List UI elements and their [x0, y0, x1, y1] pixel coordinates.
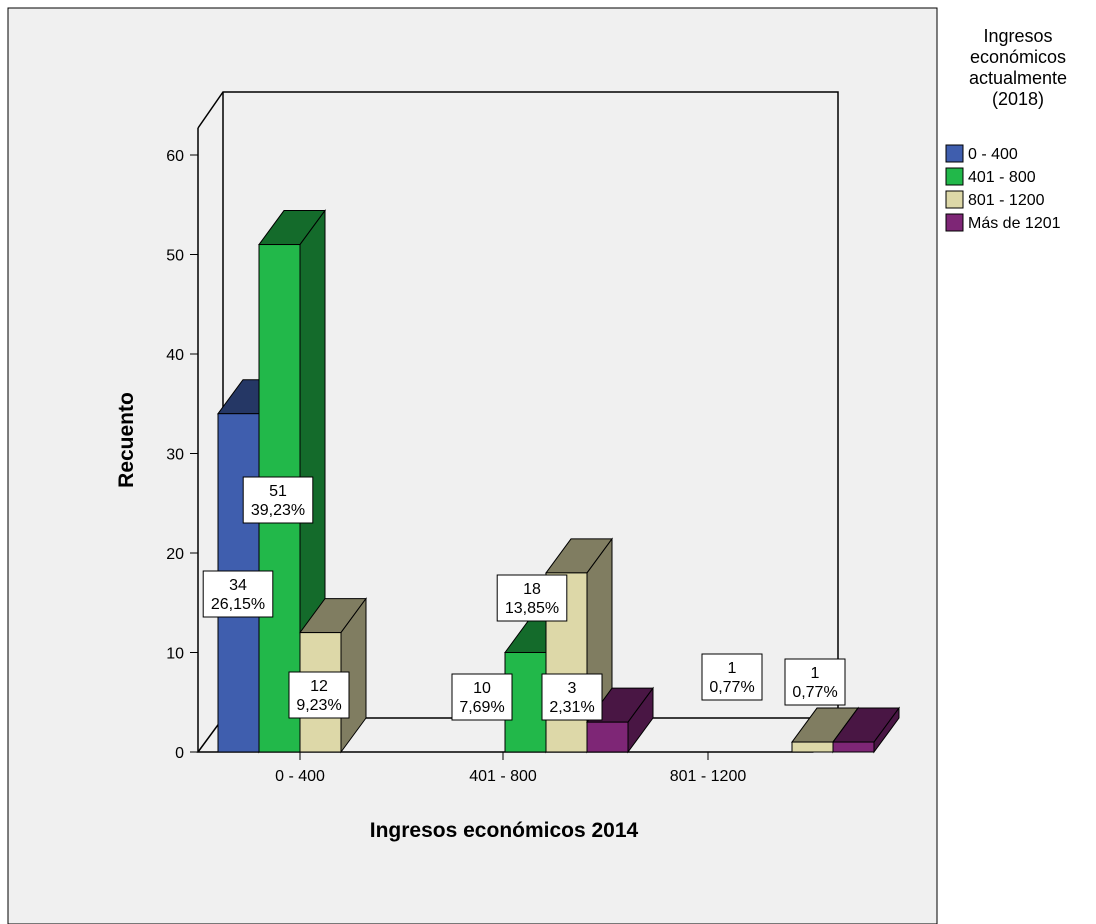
data-label-count-s3-c1: 3 — [568, 680, 577, 697]
data-label-count-s1-c1: 10 — [473, 680, 491, 697]
data-label-box-s2-c2 — [701, 653, 763, 701]
legend-title-line-3: (2018) — [992, 89, 1044, 109]
data-label-box-s2-c1 — [496, 574, 568, 622]
x-tick-label-0: 0 - 400 — [275, 768, 325, 785]
y-tick-label-0: 0 — [175, 745, 184, 762]
data-label-box-s0-c0 — [202, 570, 274, 618]
legend-label-2: 801 - 1200 — [968, 192, 1045, 209]
data-label-box-s3-c2 — [784, 658, 846, 706]
legend-title-line-0: Ingresos — [983, 26, 1052, 46]
x-axis-title: Ingresos económicos 2014 — [370, 819, 639, 842]
plot-area-background — [7, 7, 938, 924]
bar-s2-c2 — [791, 741, 834, 753]
y-tick-label-1: 10 — [166, 646, 184, 663]
y-tick-label-4: 40 — [166, 347, 184, 364]
data-label-percent-s3-c1: 2,31% — [549, 699, 594, 716]
y-tick-label-3: 30 — [166, 447, 184, 464]
data-label-percent-s2-c2: 0,77% — [709, 679, 754, 696]
data-label-box-s3-c1 — [541, 673, 603, 721]
legend-label-3: Más de 1201 — [968, 215, 1061, 232]
y-tick-label-5: 50 — [166, 248, 184, 265]
y-axis-title: Recuento — [115, 392, 138, 488]
bar-s3-c2 — [832, 741, 875, 753]
data-label-percent-s0-c0: 26,15% — [211, 596, 265, 613]
data-label-count-s1-c0: 51 — [269, 483, 287, 500]
data-label-count-s0-c0: 34 — [229, 577, 247, 594]
y-tick-label-2: 20 — [166, 546, 184, 563]
data-label-count-s3-c2: 1 — [811, 665, 820, 682]
data-label-count-s2-c1: 18 — [523, 581, 541, 598]
data-label-percent-s2-c0: 9,23% — [296, 697, 341, 714]
data-label-percent-s1-c0: 39,23% — [251, 502, 305, 519]
y-tick-label-6: 60 — [166, 148, 184, 165]
data-label-percent-s1-c1: 7,69% — [459, 699, 504, 716]
y-ticks: 0 10 20 30 40 50 60 — [166, 148, 198, 762]
data-label-box-s1-c0 — [242, 476, 314, 524]
data-label-percent-s2-c1: 13,85% — [505, 600, 559, 617]
data-label-percent-s3-c2: 0,77% — [792, 684, 837, 701]
x-tick-label-1: 401 - 800 — [469, 768, 537, 785]
data-label-box-s2-c0 — [288, 671, 350, 719]
data-labels: 34 26,15% 51 39,23% 10 7,69% 12 9,23% 18 13,85% 1 0… — [202, 476, 846, 721]
legend-title-line-1: económicos — [970, 47, 1066, 67]
x-tick-labels: 0 - 400 401 - 800 801 - 1200 — [275, 752, 746, 785]
legend-label-1: 401 - 800 — [968, 169, 1036, 186]
legend-title-line-2: actualmente — [969, 68, 1067, 88]
data-label-count-s2-c0: 12 — [310, 678, 328, 695]
legend-swatch-3 — [945, 213, 964, 232]
legend-swatch-0 — [945, 144, 964, 163]
legend-swatch-1 — [945, 167, 964, 186]
data-label-count-s2-c2: 1 — [728, 660, 737, 677]
data-label-box-s1-c1 — [451, 673, 513, 721]
bar-s3-c1 — [586, 721, 629, 753]
legend-swatch-2 — [945, 190, 964, 209]
x-tick-label-2: 801 - 1200 — [670, 768, 747, 785]
legend-label-0: 0 - 400 — [968, 146, 1018, 163]
